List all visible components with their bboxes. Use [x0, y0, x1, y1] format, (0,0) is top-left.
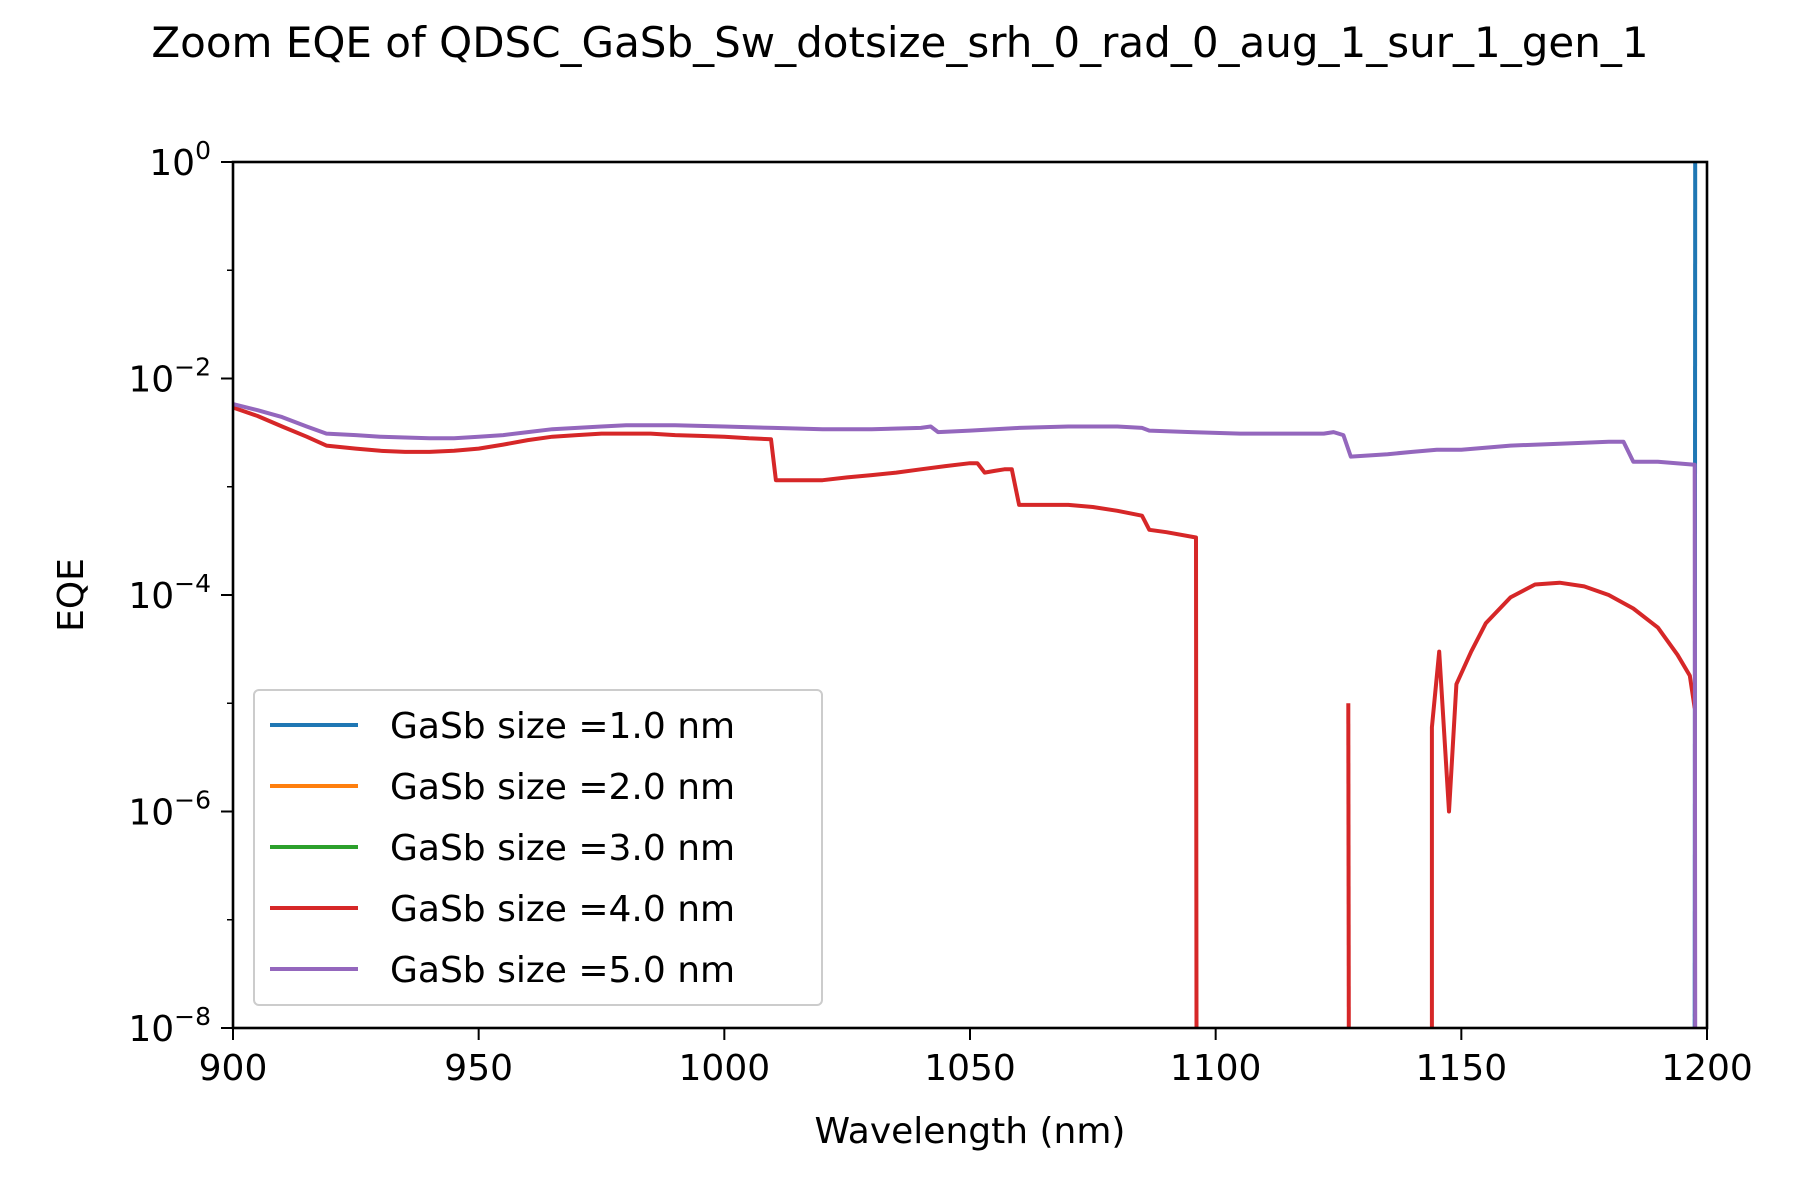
legend-label: GaSb size =2.0 nm	[390, 767, 735, 808]
x-tick-label: 1050	[924, 1048, 1016, 1089]
y-tick-label: 10−8	[128, 1002, 211, 1050]
series-line	[1429, 580, 1697, 1028]
y-axis: 100 10−2 10−4 10−6 10−8	[128, 136, 233, 1050]
series-line	[233, 405, 1199, 1028]
y-tick-label: 100	[149, 136, 211, 184]
legend-label: GaSb size =5.0 nm	[390, 950, 735, 991]
series-layer	[233, 162, 1698, 1028]
legend: GaSb size =1.0 nm GaSb size =2.0 nm GaSb s…	[253, 689, 823, 1006]
legend-label: GaSb size =4.0 nm	[390, 889, 735, 930]
x-tick-label: 1000	[679, 1048, 771, 1089]
y-tick-label: 10−4	[128, 569, 211, 617]
x-tick-label: 1200	[1661, 1048, 1753, 1089]
y-tick-label: 10−2	[128, 353, 211, 401]
series-line	[233, 402, 1698, 1028]
legend-box	[253, 689, 823, 1006]
x-axis: 900 950 1000 1050 1100 1150 1200	[199, 1028, 1753, 1089]
legend-label: GaSb size =3.0 nm	[390, 828, 735, 869]
x-axis-label: Wavelength (nm)	[815, 1111, 1126, 1152]
y-tick-label: 10−6	[128, 786, 211, 834]
x-tick-label: 1150	[1416, 1048, 1508, 1089]
x-tick-label: 1100	[1170, 1048, 1262, 1089]
series-line	[1346, 703, 1351, 1028]
x-tick-label: 950	[444, 1048, 513, 1089]
x-tick-label: 900	[199, 1048, 268, 1089]
chart-title: Zoom EQE of QDSC_GaSb_Sw_dotsize_srh_0_r…	[151, 18, 1649, 67]
legend-label: GaSb size =1.0 nm	[390, 706, 735, 747]
y-axis-label: EQE	[51, 558, 92, 632]
